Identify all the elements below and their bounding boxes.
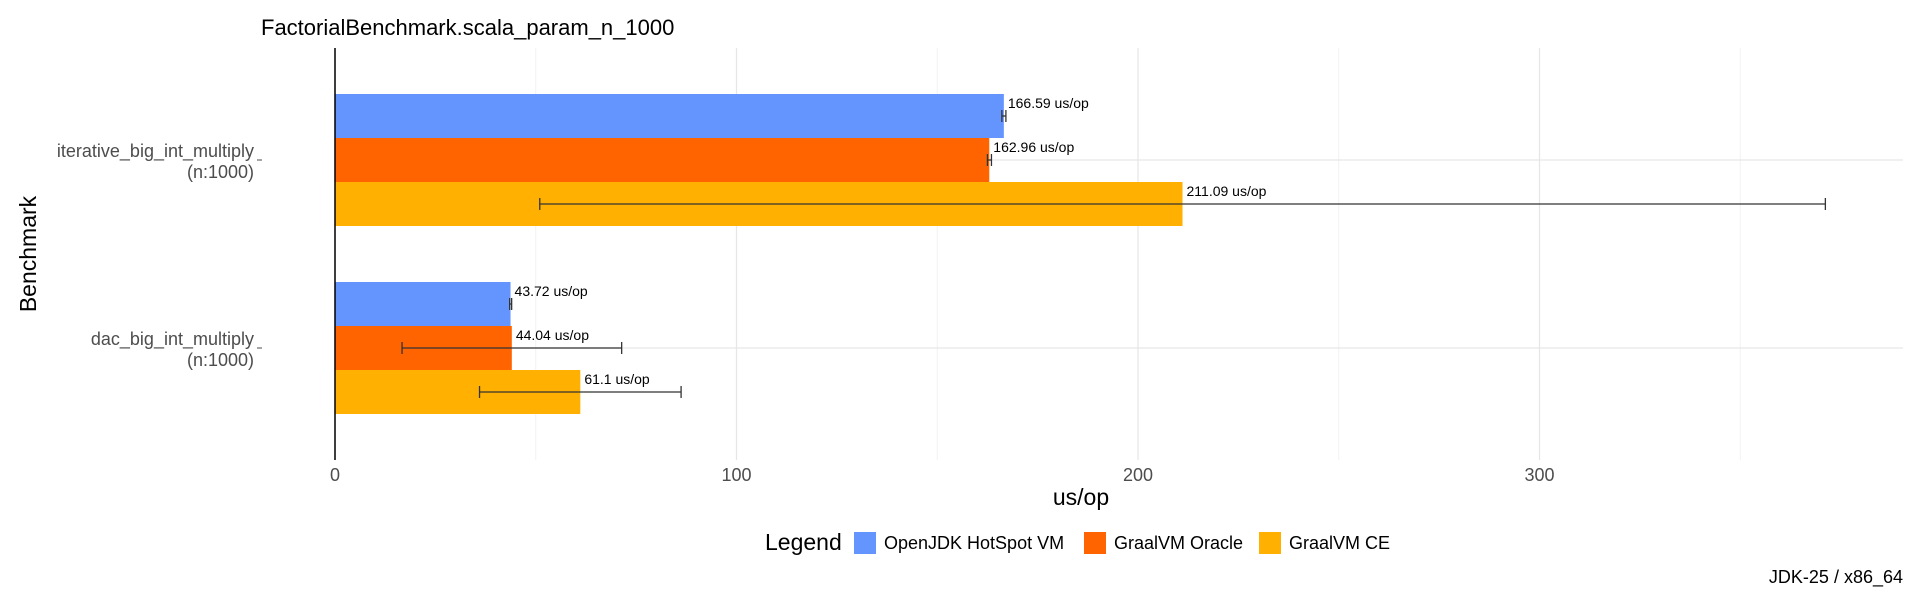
x-axis-ticks: 0 100 200 300 [330, 465, 1555, 485]
x-axis-title: us/op [1053, 484, 1109, 510]
bar [335, 282, 511, 326]
data-label: 61.1 us/op [584, 371, 650, 387]
legend-label: GraalVM CE [1289, 533, 1390, 553]
x-tick-label: 200 [1123, 465, 1153, 485]
data-label: 166.59 us/op [1008, 95, 1089, 111]
category-label-line: iterative_big_int_multiply [57, 141, 254, 162]
x-tick-label: 100 [721, 465, 751, 485]
data-label: 44.04 us/op [516, 327, 589, 343]
data-label: 211.09 us/op [1187, 183, 1267, 199]
bar [335, 138, 990, 182]
legend-label: OpenJDK HotSpot VM [884, 533, 1064, 553]
y-axis-title: Benchmark [15, 195, 41, 312]
chart-title: FactorialBenchmark.scala_param_n_1000 [261, 15, 674, 40]
category-label-line: (n:1000) [187, 350, 254, 370]
legend-key [1259, 532, 1281, 554]
legend-label: GraalVM Oracle [1114, 533, 1243, 553]
data-label: 162.96 us/op [993, 139, 1074, 155]
x-tick-label: 300 [1524, 465, 1554, 485]
caption: JDK-25 / x86_64 [1769, 567, 1903, 588]
category-label-line: dac_big_int_multiply [91, 329, 254, 350]
data-label: 43.72 us/op [515, 283, 588, 299]
bars: 166.59 us/op 43.72 us/op 162.96 us/op 44.04… [335, 94, 1827, 414]
y-axis-categories: iterative_big_int_multiply (n:1000)dac_bi… [57, 141, 262, 370]
x-tick-label: 0 [330, 465, 340, 485]
legend: Legend OpenJDK HotSpot VM GraalVM Oracle G… [765, 529, 1390, 555]
legend-title: Legend [765, 529, 842, 555]
category-label: dac_big_int_multiply (n:1000) [91, 329, 254, 370]
category-label-line: (n:1000) [187, 162, 254, 182]
bar [335, 94, 1004, 138]
legend-key [854, 532, 876, 554]
category-label: iterative_big_int_multiply (n:1000) [57, 141, 254, 182]
legend-key [1084, 532, 1106, 554]
